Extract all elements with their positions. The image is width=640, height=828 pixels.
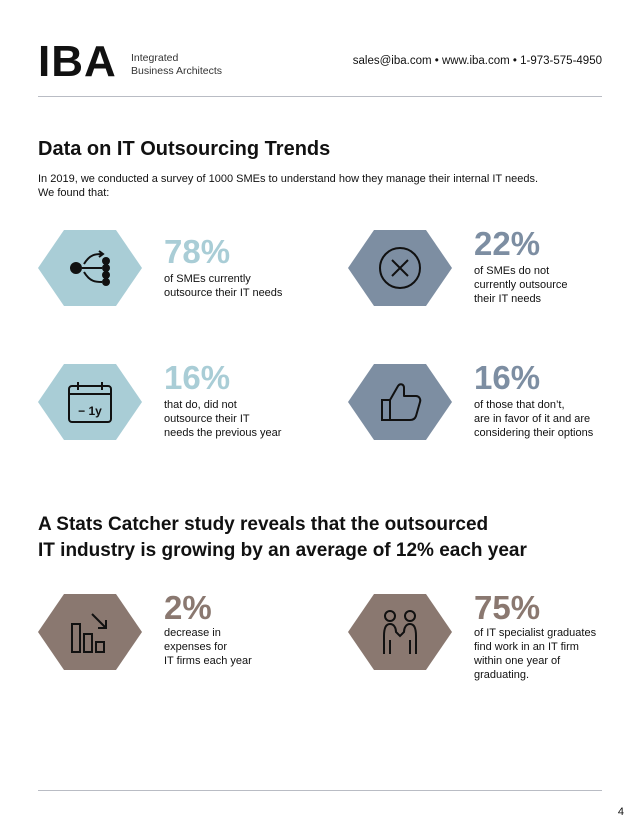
stat-16a-hexagon: − 1y [38,364,142,440]
stat-16b-line: considering their options [474,427,594,439]
stat-75-description: of IT specialist graduates find work in … [474,626,596,682]
stat-16b-hexagon [348,364,452,440]
stat-78-value: 78% [164,233,231,270]
stat-22-line: their IT needs [474,293,542,305]
page-number: 4 [617,806,624,818]
stat-16a-description: that do, did not outsource their IT need… [164,398,281,440]
stat-75-line: within one year of [474,655,561,667]
stat-78-description: of SMEs currently outsource their IT nee… [164,272,282,300]
thumbs-up-icon [381,383,422,421]
stat-78-line: outsource their IT needs [164,287,283,299]
intro-text: In 2019, we conducted a survey of 1000 S… [38,172,558,200]
calendar-icon: − 1y [68,382,112,423]
logo-subtitle-line-2: Business Architects [131,65,223,77]
stat-16b-line: are in favor of it and are [474,413,591,425]
handshake-icon [383,610,417,654]
logo-subtitle-line-1: Integrated [131,52,179,64]
stat-16b-line: of those that don’t, [474,399,565,411]
stat-75-line: find work in an IT firm [474,641,579,653]
calendar-icon-text: − 1y [78,404,102,418]
stat-75-hexagon [348,594,452,670]
stat-78-hexagon [38,230,142,306]
stat-75-value: 75% [474,589,541,626]
section-2-title-line-1: A Stats Catcher study reveals that the o… [38,514,489,535]
intro-line-2: We found that: [38,187,110,199]
intro-line-1: In 2019, we conducted a survey of 1000 S… [38,173,538,185]
section-2-title-line-2: IT industry is growing by an average of … [38,540,527,561]
stat-22-line: currently outsource [474,279,568,291]
logo: IBA [38,37,117,86]
stat-2-description: decrease in expenses for IT firms each y… [164,626,252,668]
stat-2-line: IT firms each year [164,655,252,667]
stat-16a-value: 16% [164,359,231,396]
stat-2-hexagon [38,594,142,670]
stat-2-line: expenses for [164,641,227,653]
stat-16a-line: outsource their IT [164,413,250,425]
stat-16a-line: that do, did not [164,399,237,411]
stat-16b-description: of those that don’t, are in favor of it … [474,398,593,440]
contact-info: sales@iba.com • www.iba.com • 1-973-575-… [352,55,602,67]
stat-22-hexagon [348,230,452,306]
stat-75-line: of IT specialist graduates [474,627,597,639]
stat-2-value: 2% [164,589,212,626]
stat-22-value: 22% [474,225,541,262]
header-divider [38,96,602,97]
network-icon [70,250,110,286]
stat-16b-value: 16% [474,359,541,396]
logo-subtitle: Integrated Business Architects [131,52,222,78]
bar-chart-decrease-icon [71,613,107,653]
stat-2-line: decrease in [164,627,221,639]
stat-78-line: of SMEs currently [164,273,251,285]
footer-divider [38,790,602,791]
stat-22-description: of SMEs do not currently outsource their… [474,264,568,306]
stat-75-line: graduating. [474,669,530,681]
close-circle-icon [379,247,421,289]
section-title: Data on IT Outsourcing Trends [38,138,331,160]
stat-22-line: of SMEs do not [474,265,550,277]
section-2-title: A Stats Catcher study reveals that the o… [38,512,578,564]
stat-16a-line: needs the previous year [164,427,282,439]
